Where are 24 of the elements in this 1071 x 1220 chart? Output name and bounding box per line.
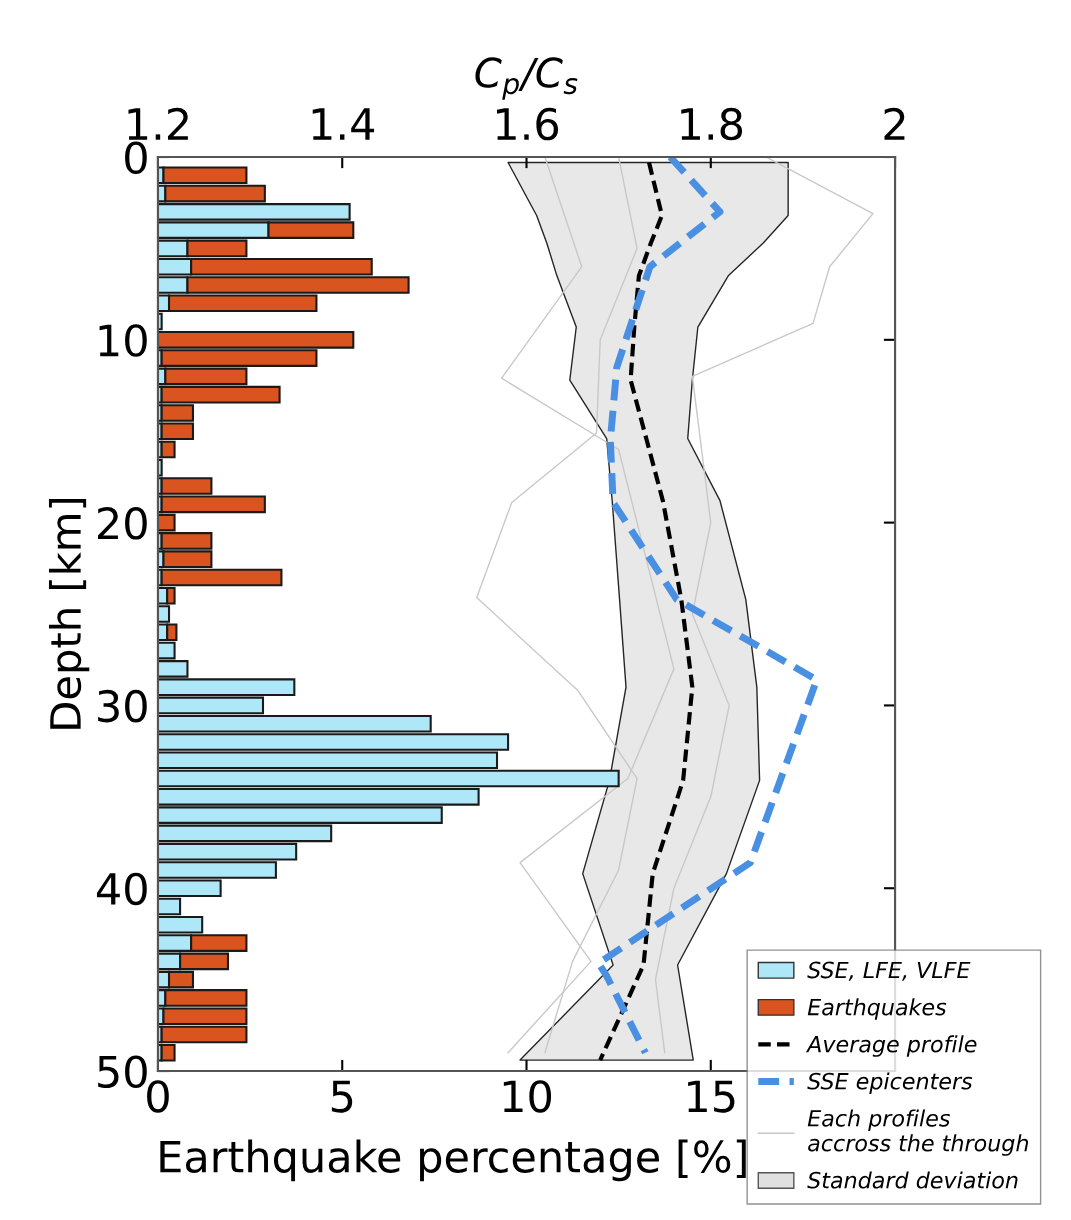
- y-tick-label: 40: [96, 872, 147, 906]
- y-tick-label: 10: [99, 324, 147, 357]
- y-tick-label: 20: [98, 507, 147, 540]
- x-tick-label: 10: [503, 1080, 552, 1113]
- y-tick-label: 30: [98, 689, 147, 723]
- x2-axis-title: C$_{p}$/C$_{s}$: [475, 57, 578, 100]
- x2-tick-label: 1.4: [312, 108, 375, 140]
- y-tick-label: 0: [125, 141, 147, 174]
- x2-tick-label: 1.8: [681, 107, 743, 141]
- text: Standard deviation: [807, 1171, 1018, 1189]
- legend-label: Each profiles accross the through: [807, 1109, 1028, 1156]
- x-axis-title: Earthquake percentage [%]: [160, 1139, 746, 1182]
- x2-tick-label: 1.6: [497, 107, 559, 141]
- x-tick-label: 0: [147, 1080, 169, 1113]
- legend-label: Earthquakes: [807, 998, 947, 1020]
- legend-label: SSE epicenters: [807, 1072, 973, 1094]
- x-tick-label: 15: [688, 1080, 735, 1113]
- x2-tick-label: 1.2: [128, 107, 188, 140]
- legend-label: SSE, LFE, VLFE: [807, 961, 971, 981]
- y-tick-label: 50: [98, 1055, 147, 1089]
- x2-tick-label: 2: [884, 107, 905, 140]
- y-axis-title: Depth [km]: [48, 498, 90, 729]
- legend-label: Average profile: [805, 1035, 977, 1057]
- x-tick-label: 5: [331, 1080, 353, 1113]
